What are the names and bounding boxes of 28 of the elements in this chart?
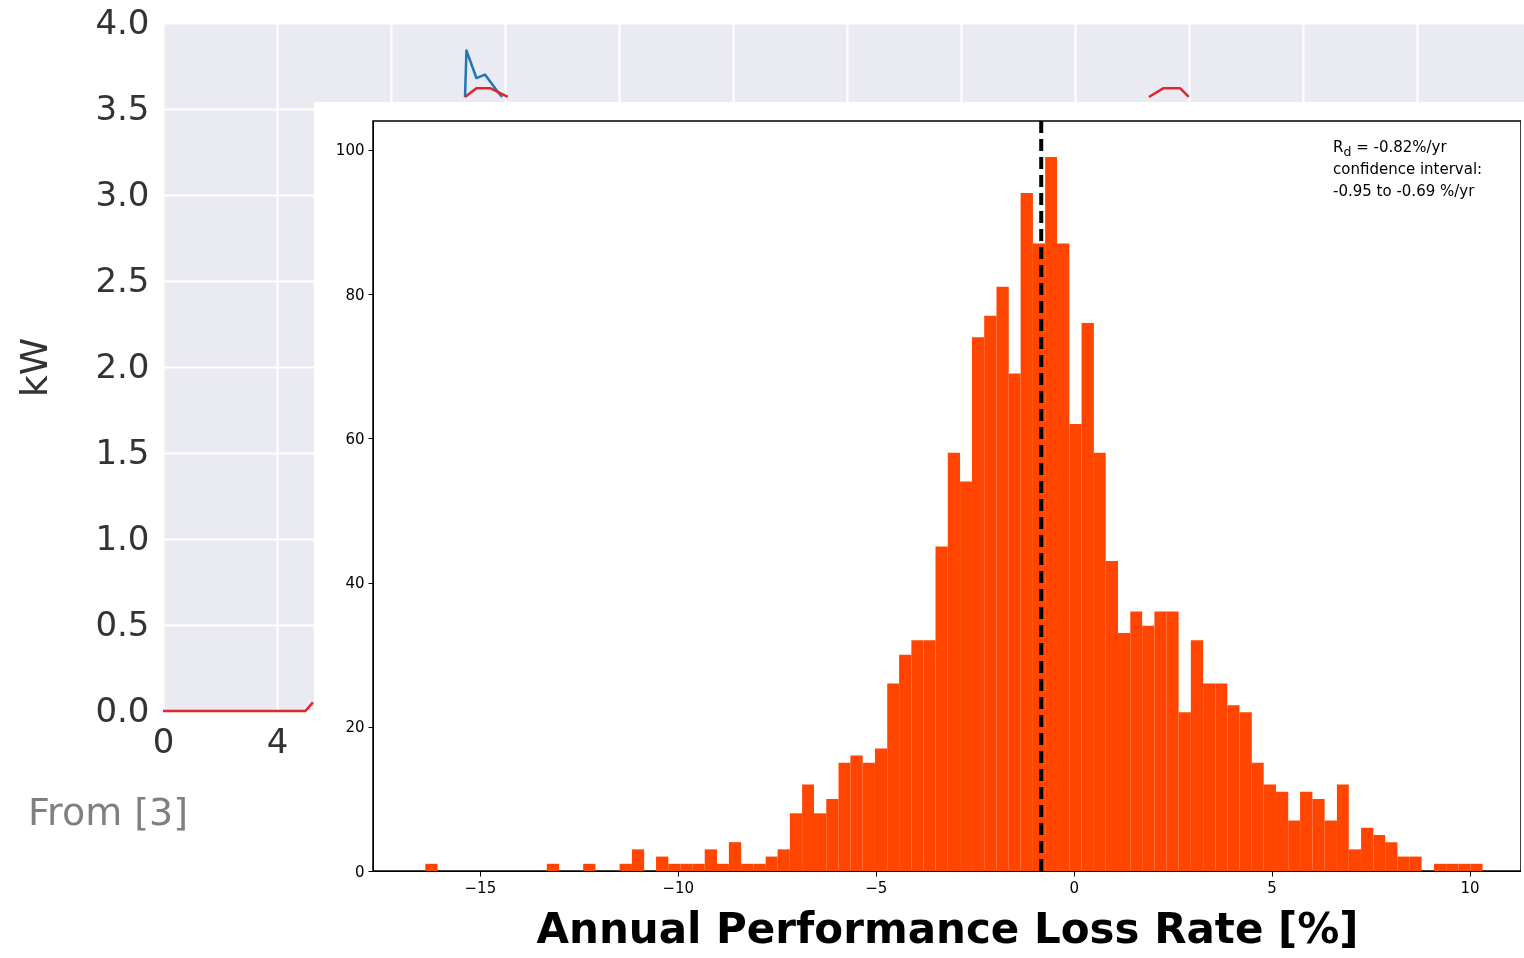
x-tick-label: 5 — [1267, 878, 1277, 897]
x-tick-label: 10 — [1460, 878, 1480, 897]
y-tick-label: 1.5 — [95, 431, 150, 472]
y-tick-label: 3.5 — [95, 87, 150, 128]
x-tick-label: −5 — [865, 878, 888, 897]
x-tick-label: 4 — [266, 720, 289, 761]
y-tick-label: 20 — [345, 718, 365, 737]
y-tick-label: 80 — [345, 285, 365, 304]
y-tick-label: 60 — [345, 429, 365, 448]
x-tick-label: −15 — [464, 878, 497, 897]
y-tick-label: 100 — [335, 141, 365, 160]
text: From [3] — [28, 790, 189, 834]
y-tick-label: 1.0 — [95, 517, 150, 558]
y-tick-label: 0.5 — [95, 603, 150, 644]
y-axis-title: kW — [12, 337, 57, 398]
annotation: confidence interval: — [1333, 160, 1483, 178]
x-tick-label: 0 — [1069, 878, 1079, 897]
x-axis-title: Annual Performance Loss Rate [%] — [536, 903, 1359, 953]
y-tick-label: 0.0 — [95, 689, 150, 730]
annotation: R$_{d}$ = -0.82%/yr — [1333, 138, 1447, 159]
y-tick-label: 0 — [354, 862, 365, 881]
x-tick-label: −10 — [662, 878, 695, 897]
y-tick-label: 2.5 — [95, 259, 150, 300]
y-tick-label: 4.0 — [95, 1, 150, 42]
annotation: -0.95 to -0.69 %/yr — [1333, 182, 1475, 200]
y-tick-label: 3.0 — [95, 173, 150, 214]
y-tick-label: 40 — [345, 574, 365, 593]
y-tick-label: 2.0 — [95, 345, 150, 386]
